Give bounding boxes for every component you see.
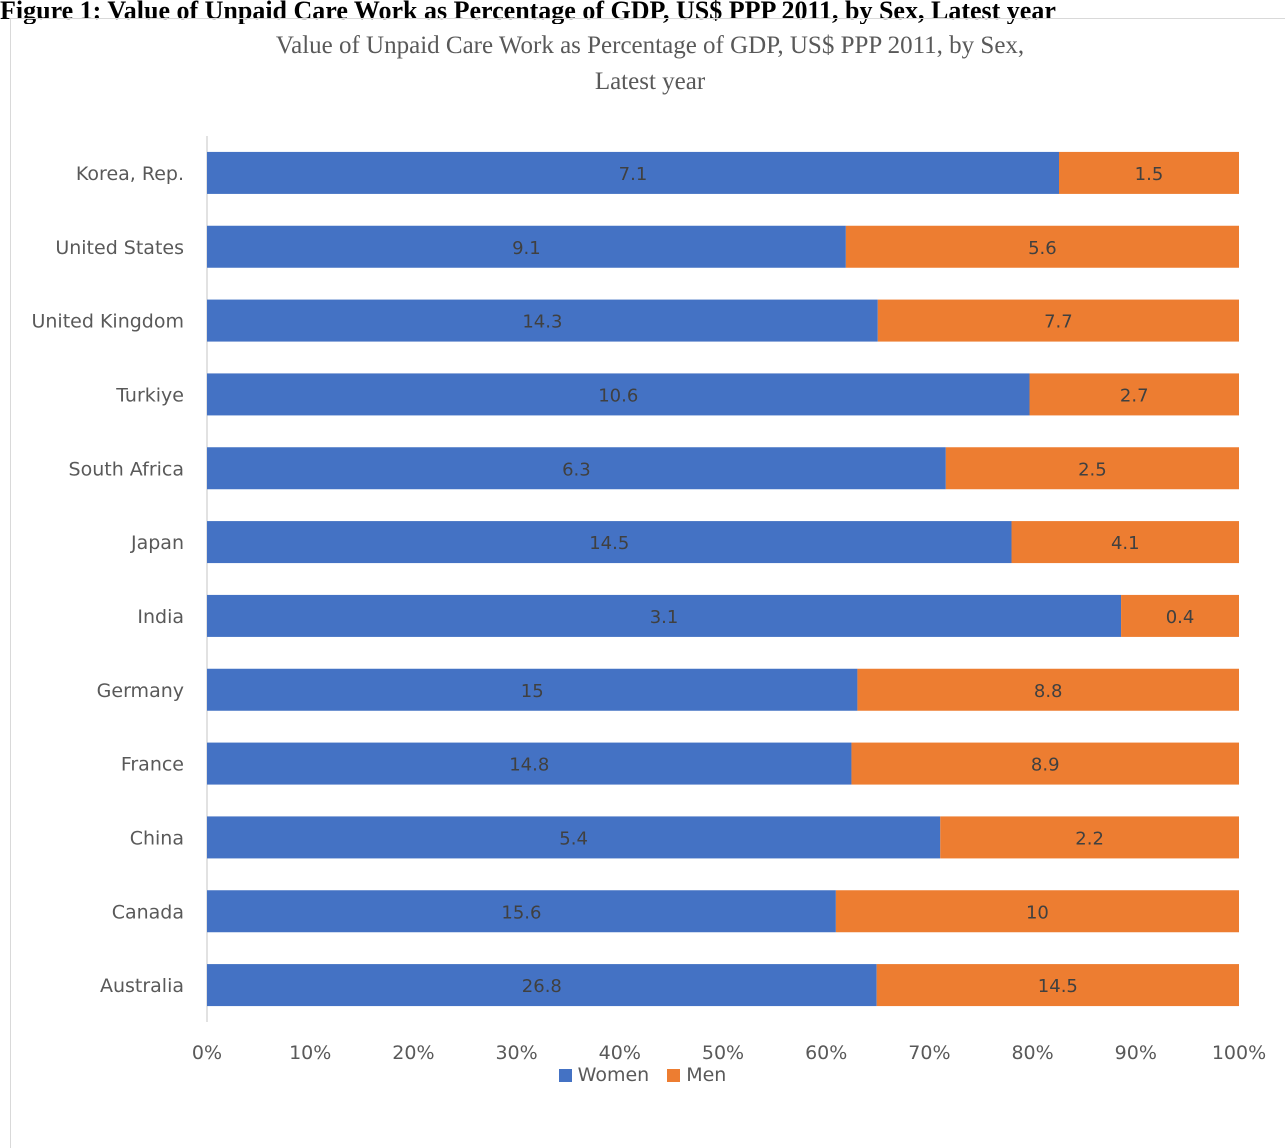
data-label-women: 26.8 bbox=[522, 976, 562, 997]
data-label-women: 6.3 bbox=[562, 459, 591, 480]
bar-men bbox=[1059, 151, 1239, 194]
x-tick-label: 90% bbox=[1115, 1042, 1157, 1064]
bar-women bbox=[207, 816, 941, 859]
bar-men bbox=[1029, 373, 1239, 416]
chart-title-line-1: Value of Unpaid Care Work as Percentage … bbox=[275, 32, 1025, 59]
bar-men bbox=[857, 668, 1239, 711]
bar-women bbox=[207, 521, 1012, 564]
data-label-men: 1.5 bbox=[1135, 164, 1164, 185]
data-label-men: 0.4 bbox=[1166, 607, 1195, 628]
bar-women bbox=[207, 742, 852, 785]
data-label-women: 7.1 bbox=[619, 164, 648, 185]
data-label-men: 4.1 bbox=[1111, 533, 1140, 554]
x-tick-label: 80% bbox=[1011, 1042, 1053, 1064]
category-label: Australia bbox=[100, 975, 184, 997]
legend-item-men: Men bbox=[667, 1064, 726, 1086]
bar-women bbox=[207, 964, 877, 1007]
legend-label-men: Men bbox=[686, 1064, 727, 1086]
figure-caption: Figure 1: Value of Unpaid Care Work as P… bbox=[0, 0, 1056, 24]
data-label-women: 9.1 bbox=[512, 238, 541, 259]
data-label-men: 7.7 bbox=[1044, 312, 1073, 333]
data-label-men: 10 bbox=[1026, 902, 1049, 923]
category-label: France bbox=[121, 754, 184, 776]
data-label-men: 8.9 bbox=[1031, 755, 1060, 776]
bar-men bbox=[940, 816, 1239, 859]
x-tick-label: 30% bbox=[495, 1042, 537, 1064]
data-label-women: 14.5 bbox=[589, 533, 629, 554]
data-label-women: 15 bbox=[521, 681, 544, 702]
bar-women bbox=[207, 447, 946, 490]
bar-women bbox=[207, 151, 1059, 194]
category-label: India bbox=[137, 606, 184, 628]
data-label-women: 3.1 bbox=[650, 607, 679, 628]
bar-women bbox=[207, 594, 1122, 637]
x-tick-label: 100% bbox=[1212, 1042, 1266, 1064]
chart-frame bbox=[10, 18, 1285, 1148]
category-label: United States bbox=[55, 237, 184, 259]
x-tick-label: 0% bbox=[192, 1042, 222, 1064]
data-label-women: 15.6 bbox=[501, 902, 541, 923]
x-tick-label: 60% bbox=[805, 1042, 847, 1064]
legend-item-women: Women bbox=[558, 1064, 650, 1086]
bar-men bbox=[945, 447, 1239, 490]
bar-men bbox=[876, 964, 1239, 1007]
data-label-women: 14.3 bbox=[522, 312, 562, 333]
data-label-men: 2.5 bbox=[1078, 459, 1107, 480]
x-tick-label: 10% bbox=[289, 1042, 331, 1064]
legend-label-women: Women bbox=[577, 1064, 650, 1086]
x-tick-label: 20% bbox=[392, 1042, 434, 1064]
x-tick-label: 40% bbox=[599, 1042, 641, 1064]
category-label: South Africa bbox=[69, 458, 184, 480]
legend-swatch-women bbox=[558, 1068, 572, 1082]
data-label-men: 8.8 bbox=[1034, 681, 1063, 702]
bar-women bbox=[207, 373, 1030, 416]
data-label-women: 5.4 bbox=[559, 828, 588, 849]
data-label-men: 5.6 bbox=[1028, 238, 1057, 259]
data-label-women: 10.6 bbox=[598, 385, 638, 406]
chart-title-line-2: Latest year bbox=[594, 68, 706, 95]
x-tick-label: 50% bbox=[702, 1042, 744, 1064]
category-label: Korea, Rep. bbox=[76, 163, 184, 185]
data-label-women: 14.8 bbox=[509, 755, 549, 776]
bar-women bbox=[207, 299, 878, 342]
category-label: Germany bbox=[97, 680, 184, 702]
data-label-men: 14.5 bbox=[1038, 976, 1078, 997]
bar-women bbox=[207, 668, 858, 711]
legend-swatch-men bbox=[667, 1068, 681, 1082]
bar-men bbox=[877, 299, 1239, 342]
bar-men bbox=[851, 742, 1239, 785]
data-label-men: 2.2 bbox=[1075, 828, 1104, 849]
category-label: China bbox=[130, 827, 184, 849]
category-label: Turkiye bbox=[115, 384, 184, 406]
category-label: Canada bbox=[112, 901, 184, 923]
bar-men bbox=[835, 890, 1239, 933]
bar-women bbox=[207, 890, 836, 933]
bar-men bbox=[845, 225, 1239, 268]
bar-women bbox=[207, 225, 846, 268]
data-label-men: 2.7 bbox=[1120, 385, 1149, 406]
category-label: United Kingdom bbox=[31, 311, 184, 333]
bar-men bbox=[1121, 594, 1239, 637]
category-label: Japan bbox=[130, 532, 184, 554]
chart-legend: Women Men bbox=[0, 1064, 1285, 1086]
bar-men bbox=[1011, 521, 1239, 564]
x-tick-label: 70% bbox=[908, 1042, 950, 1064]
